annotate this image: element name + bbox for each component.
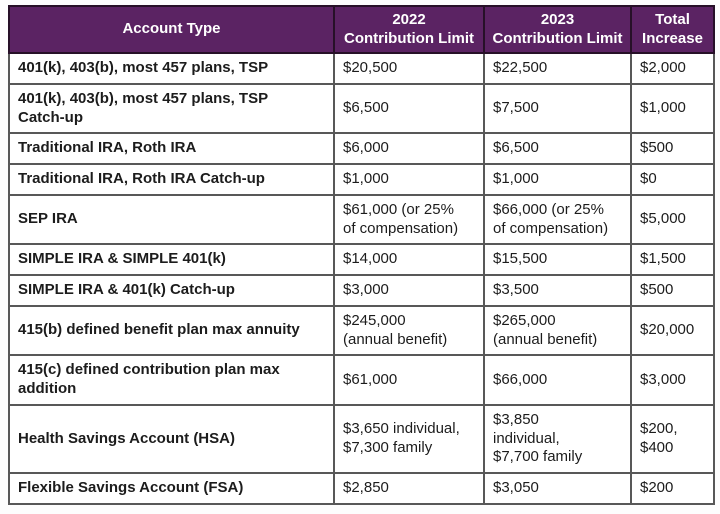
cell-2023-limit: $66,000 — [483, 354, 632, 406]
table-row: SIMPLE IRA & 401(k) Catch-up $3,000 $3,5… — [8, 274, 715, 307]
table-row: Traditional IRA, Roth IRA $6,000 $6,500 … — [8, 132, 715, 165]
cell-2022-limit: $6,000 — [333, 132, 485, 165]
cell-2022-limit: $3,000 — [333, 274, 485, 307]
col-header-2023-limit: 2023 Contribution Limit — [483, 5, 632, 54]
cell-2023-limit: $3,850 individual, $7,700 family — [483, 403, 632, 475]
contribution-limits-table: Account Type 2022 Contribution Limit 202… — [8, 5, 715, 505]
cell-account: Flexible Savings Account (FSA) — [8, 472, 335, 505]
col-header-2022-limit: 2022 Contribution Limit — [333, 5, 485, 54]
cell-account: Traditional IRA, Roth IRA Catch-up — [8, 163, 335, 196]
table-row: 415(c) defined contribution plan max add… — [8, 354, 715, 406]
cell-account: SEP IRA — [8, 193, 335, 246]
table-row: 401(k), 403(b), most 457 plans, TSP Catc… — [8, 82, 715, 135]
cell-2022-limit: $2,850 — [333, 472, 485, 505]
cell-increase: $200, $400 — [630, 403, 715, 475]
cell-2023-limit: $265,000 (annual benefit) — [483, 304, 632, 357]
cell-increase: $2,000 — [630, 52, 715, 85]
cell-account: 401(k), 403(b), most 457 plans, TSP Catc… — [8, 82, 335, 135]
cell-2022-limit: $14,000 — [333, 243, 485, 276]
cell-increase: $200 — [630, 472, 715, 505]
cell-increase: $5,000 — [630, 193, 715, 246]
table-row: Flexible Savings Account (FSA) $2,850 $3… — [8, 472, 715, 505]
cell-2023-limit: $7,500 — [483, 82, 632, 135]
table-row: SEP IRA $61,000 (or 25% of compensation)… — [8, 193, 715, 246]
cell-2022-limit: $3,650 individual, $7,300 family — [333, 403, 485, 475]
cell-increase: $1,000 — [630, 82, 715, 135]
cell-2023-limit: $15,500 — [483, 243, 632, 276]
table-row: Traditional IRA, Roth IRA Catch-up $1,00… — [8, 163, 715, 196]
table-row: 401(k), 403(b), most 457 plans, TSP $20,… — [8, 52, 715, 85]
cell-account: SIMPLE IRA & 401(k) Catch-up — [8, 274, 335, 307]
table-row: 415(b) defined benefit plan max annuity … — [8, 304, 715, 357]
cell-2023-limit: $6,500 — [483, 132, 632, 165]
cell-account: 415(b) defined benefit plan max annuity — [8, 304, 335, 357]
cell-account: 401(k), 403(b), most 457 plans, TSP — [8, 52, 335, 85]
table-body: 401(k), 403(b), most 457 plans, TSP $20,… — [8, 52, 715, 505]
cell-2023-limit: $22,500 — [483, 52, 632, 85]
cell-account: SIMPLE IRA & SIMPLE 401(k) — [8, 243, 335, 276]
cell-increase: $500 — [630, 132, 715, 165]
cell-2023-limit: $1,000 — [483, 163, 632, 196]
cell-increase: $3,000 — [630, 354, 715, 406]
cell-increase: $0 — [630, 163, 715, 196]
cell-increase: $1,500 — [630, 243, 715, 276]
cell-increase: $500 — [630, 274, 715, 307]
cell-account: 415(c) defined contribution plan max add… — [8, 354, 335, 406]
cell-account: Health Savings Account (HSA) — [8, 403, 335, 475]
cell-2022-limit: $20,500 — [333, 52, 485, 85]
cell-2022-limit: $61,000 — [333, 354, 485, 406]
cell-2023-limit: $3,500 — [483, 274, 632, 307]
cell-2022-limit: $1,000 — [333, 163, 485, 196]
table-row: Health Savings Account (HSA) $3,650 indi… — [8, 403, 715, 475]
col-header-account-type: Account Type — [8, 5, 335, 54]
cell-increase: $20,000 — [630, 304, 715, 357]
cell-account: Traditional IRA, Roth IRA — [8, 132, 335, 165]
cell-2023-limit: $3,050 — [483, 472, 632, 505]
cell-2022-limit: $61,000 (or 25% of compensation) — [333, 193, 485, 246]
cell-2023-limit: $66,000 (or 25% of compensation) — [483, 193, 632, 246]
table-row: SIMPLE IRA & SIMPLE 401(k) $14,000 $15,5… — [8, 243, 715, 276]
table-header: Account Type 2022 Contribution Limit 202… — [8, 5, 715, 54]
col-header-total-increase: Total Increase — [630, 5, 715, 54]
cell-2022-limit: $245,000 (annual benefit) — [333, 304, 485, 357]
cell-2022-limit: $6,500 — [333, 82, 485, 135]
header-row: Account Type 2022 Contribution Limit 202… — [8, 5, 715, 54]
